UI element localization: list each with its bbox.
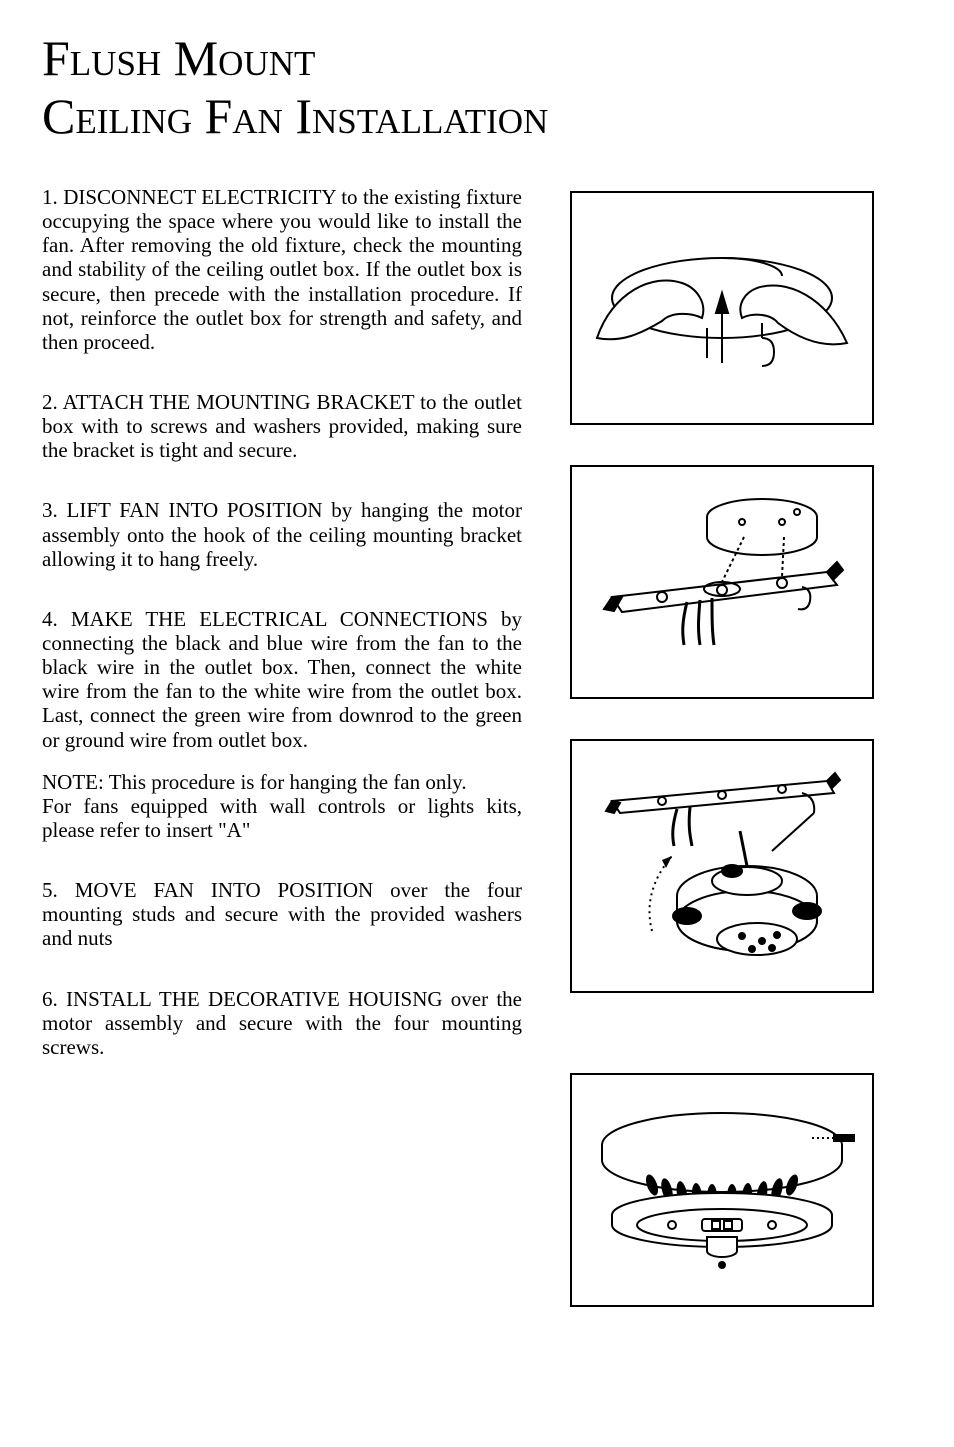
step-number: 6. bbox=[42, 987, 58, 1011]
title-line-2: Ceiling Fan Installation bbox=[42, 88, 548, 144]
step-1: 1. DISCONNECT ELECTRICITY to the existin… bbox=[42, 185, 522, 354]
page-title: Flush Mount Ceiling Fan Installation bbox=[42, 30, 912, 145]
step-lead: MOVE FAN INTO POSITION bbox=[75, 878, 374, 902]
step-number: 1. bbox=[42, 185, 58, 209]
mounting-bracket-icon bbox=[572, 467, 872, 697]
content-row: 1. DISCONNECT ELECTRICITY to the existin… bbox=[42, 185, 912, 1307]
step-lead: LIFT FAN INTO POSITION bbox=[67, 498, 323, 522]
step-lead: INSTALL THE DECORATIVE HOUISNG bbox=[66, 987, 443, 1011]
note-block: NOTE: This procedure is for hanging the … bbox=[42, 770, 522, 842]
step-6: 6. INSTALL THE DECORATIVE HOUISNG over t… bbox=[42, 987, 522, 1059]
step-lead: ATTACH THE MOUNTING BRACKET bbox=[63, 390, 415, 414]
step-body: to the existing fixture occupying the sp… bbox=[42, 185, 522, 354]
note-line-2: For fans equipped with wall controls or … bbox=[42, 794, 522, 842]
step-3: 3. LIFT FAN INTO POSITION by hanging the… bbox=[42, 498, 522, 570]
step-number: 2. bbox=[42, 390, 58, 414]
figure-motor-assembly bbox=[570, 739, 874, 993]
step-lead: MAKE THE ELECTRICAL CONNECTIONS bbox=[71, 607, 488, 631]
page: Flush Mount Ceiling Fan Installation 1. … bbox=[0, 0, 954, 1347]
figure-column bbox=[570, 185, 874, 1307]
figure-mounting-bracket bbox=[570, 465, 874, 699]
step-number: 5. bbox=[42, 878, 58, 902]
decorative-housing-icon bbox=[572, 1075, 872, 1305]
title-line-1: Flush Mount bbox=[42, 30, 315, 86]
hands-wiring-icon bbox=[572, 193, 872, 423]
motor-assembly-icon bbox=[572, 741, 872, 991]
step-lead: DISCONNECT ELECTRICITY bbox=[63, 185, 336, 209]
text-column: 1. DISCONNECT ELECTRICITY to the existin… bbox=[42, 185, 522, 1307]
step-2: 2. ATTACH THE MOUNTING BRACKET to the ou… bbox=[42, 390, 522, 462]
figure-hands-wiring bbox=[570, 191, 874, 425]
step-4: 4. MAKE THE ELECTRICAL CONNECTIONS by co… bbox=[42, 607, 522, 752]
step-5: 5. MOVE FAN INTO POSITION over the four … bbox=[42, 878, 522, 950]
step-number: 4. bbox=[42, 607, 58, 631]
figure-decorative-housing bbox=[570, 1073, 874, 1307]
step-number: 3. bbox=[42, 498, 58, 522]
note-line-1: NOTE: This procedure is for hanging the … bbox=[42, 770, 467, 794]
